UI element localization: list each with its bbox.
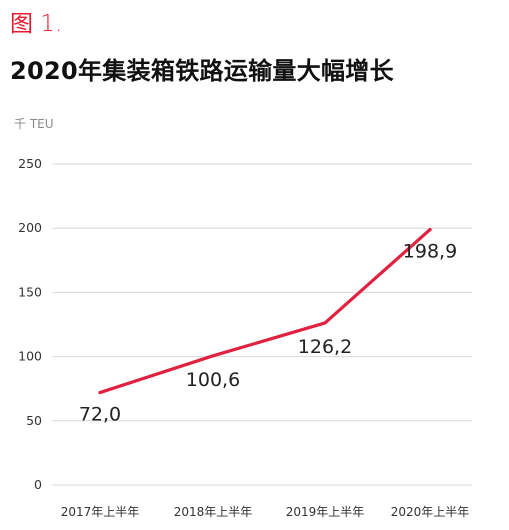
data-point	[98, 390, 102, 395]
data-point	[211, 354, 215, 358]
y-tick-label: 150	[18, 284, 42, 299]
x-tick-label: 2019年上半年	[286, 505, 365, 519]
gridlines	[52, 163, 472, 486]
figure-label: 图 1.	[10, 11, 63, 37]
y-axis-ticks: 0 50 100 150 200 250	[18, 156, 42, 492]
series-line	[98, 228, 432, 395]
series-layer	[98, 228, 432, 395]
y-tick-label: 250	[18, 156, 42, 171]
data-labels: 72,0 100,6 126,2 198,9	[79, 241, 457, 426]
x-tick-label: 2017年上半年	[61, 505, 140, 519]
chart-title: 2020年集装箱铁路运输量大幅增长	[10, 57, 394, 85]
data-label: 198,9	[403, 241, 457, 263]
y-tick-label: 0	[34, 477, 42, 492]
y-tick-label: 200	[18, 220, 42, 235]
data-point	[323, 321, 327, 325]
x-tick-label: 2018年上半年	[174, 505, 253, 519]
data-point	[428, 228, 432, 232]
y-tick-label: 100	[18, 349, 42, 364]
data-label: 100,6	[186, 369, 240, 391]
y-tick-label: 50	[26, 413, 42, 428]
x-axis-ticks: 2017年上半年 2018年上半年 2019年上半年 2020年上半年	[61, 505, 470, 519]
x-tick-label: 2020年上半年	[391, 505, 470, 519]
data-label: 72,0	[79, 404, 121, 426]
y-axis-unit-label: 千 TEU	[14, 117, 54, 131]
data-label: 126,2	[298, 336, 352, 358]
